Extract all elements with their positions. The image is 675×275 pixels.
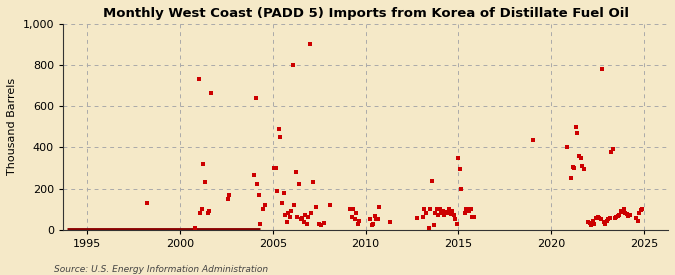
Text: Source: U.S. Energy Information Administration: Source: U.S. Energy Information Administ…	[54, 265, 268, 274]
Title: Monthly West Coast (PADD 5) Imports from Korea of Distillate Fuel Oil: Monthly West Coast (PADD 5) Imports from…	[103, 7, 628, 20]
Y-axis label: Thousand Barrels: Thousand Barrels	[7, 78, 17, 175]
